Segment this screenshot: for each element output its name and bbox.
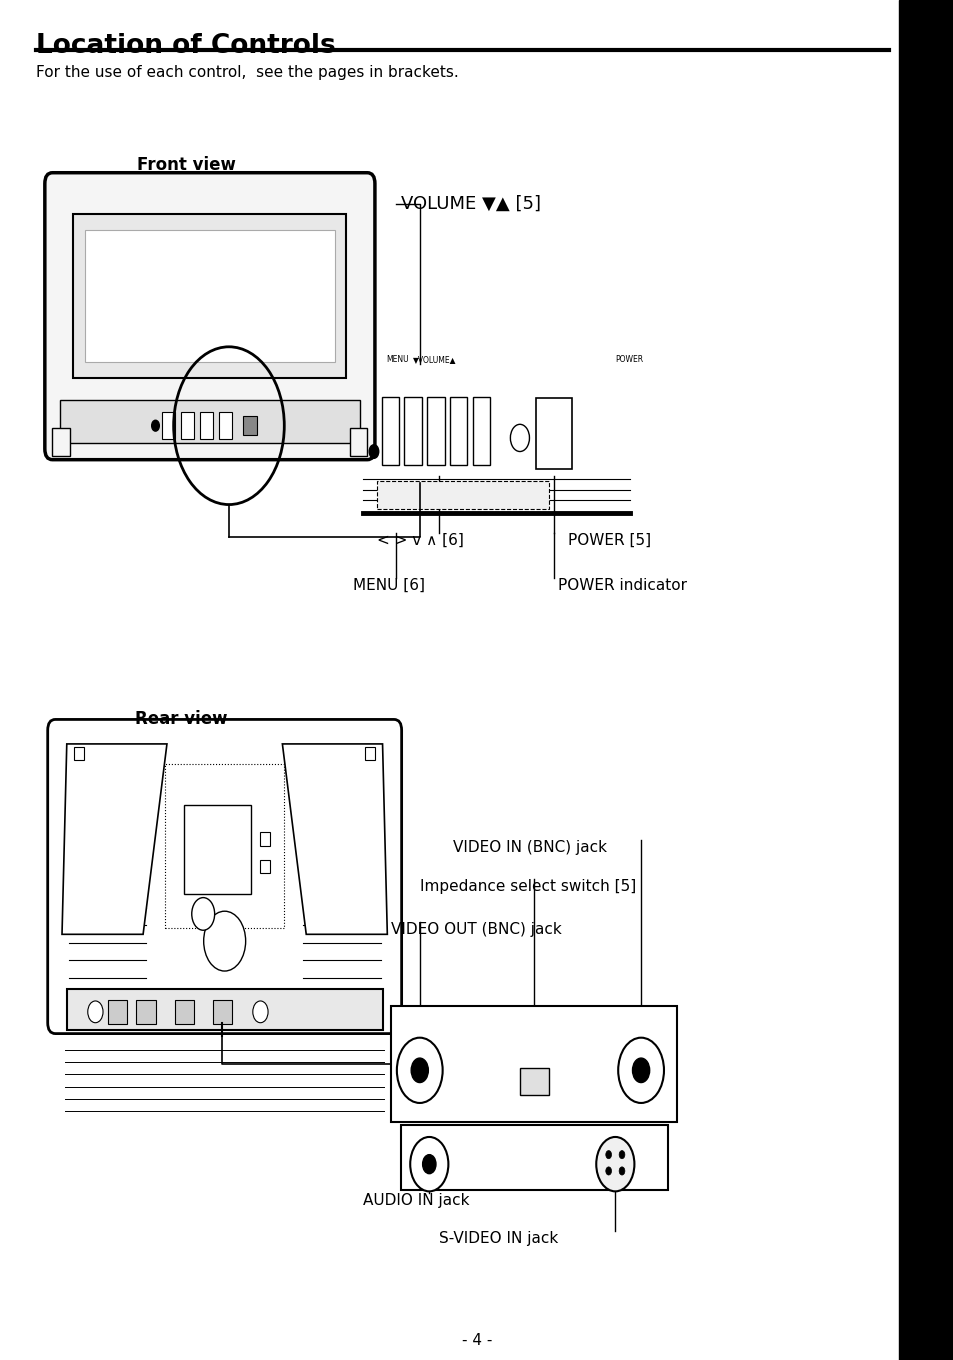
- Bar: [391, 1006, 677, 1122]
- Bar: [219, 412, 232, 439]
- Bar: [260, 860, 270, 873]
- Bar: [427, 397, 444, 465]
- Circle shape: [618, 1151, 624, 1159]
- Bar: [898, 0, 953, 1360]
- Text: Location of Controls: Location of Controls: [36, 33, 335, 58]
- Text: IN: IN: [634, 1013, 644, 1023]
- Bar: [108, 1000, 127, 1024]
- Circle shape: [192, 898, 214, 930]
- Bar: [350, 428, 367, 456]
- Bar: [136, 1000, 155, 1024]
- Bar: [85, 230, 335, 362]
- Bar: [450, 397, 467, 465]
- Text: < > v ∧ [6]: < > v ∧ [6]: [376, 533, 463, 548]
- Circle shape: [632, 1058, 649, 1083]
- FancyBboxPatch shape: [48, 719, 401, 1034]
- Circle shape: [605, 1151, 611, 1159]
- Bar: [400, 1125, 667, 1190]
- Bar: [162, 412, 174, 439]
- Circle shape: [510, 424, 529, 452]
- Bar: [376, 481, 548, 509]
- Bar: [404, 397, 421, 465]
- Circle shape: [88, 1001, 103, 1023]
- Bar: [381, 397, 398, 465]
- Circle shape: [204, 911, 246, 971]
- Polygon shape: [62, 744, 167, 934]
- Bar: [181, 412, 193, 439]
- Circle shape: [422, 1155, 436, 1174]
- Text: OUT: OUT: [398, 1013, 419, 1023]
- Circle shape: [369, 445, 378, 458]
- Text: AUDIO: AUDIO: [417, 1186, 440, 1191]
- Text: VIDEO: VIDEO: [521, 1031, 546, 1040]
- Bar: [184, 805, 251, 894]
- Circle shape: [396, 1038, 442, 1103]
- Text: VIDEO IN (BNC) jack: VIDEO IN (BNC) jack: [453, 840, 606, 855]
- Text: HIGH-75: HIGH-75: [517, 1013, 550, 1023]
- Text: Rear view: Rear view: [135, 710, 227, 728]
- Text: VIDEO OUT (BNC) jack: VIDEO OUT (BNC) jack: [391, 922, 561, 937]
- Bar: [473, 397, 490, 465]
- Text: S-VIDEO: S-VIDEO: [600, 1186, 629, 1191]
- Circle shape: [605, 1167, 611, 1175]
- Text: Front view: Front view: [136, 156, 235, 174]
- Polygon shape: [282, 744, 387, 934]
- Text: AUDIO IN jack: AUDIO IN jack: [362, 1193, 469, 1208]
- Text: MENU: MENU: [386, 355, 409, 364]
- Bar: [260, 832, 270, 846]
- Text: — IN: — IN: [403, 1129, 423, 1138]
- Text: POWER indicator: POWER indicator: [558, 578, 686, 593]
- Bar: [519, 1068, 548, 1095]
- Text: ▼VOLUME▲: ▼VOLUME▲: [413, 355, 456, 364]
- Circle shape: [410, 1137, 448, 1191]
- Circle shape: [152, 420, 159, 431]
- Bar: [67, 989, 382, 1030]
- FancyBboxPatch shape: [45, 173, 375, 460]
- Circle shape: [411, 1058, 428, 1083]
- Bar: [60, 400, 359, 443]
- Circle shape: [596, 1137, 634, 1191]
- Text: POWER: POWER: [615, 355, 642, 364]
- Bar: [165, 764, 284, 928]
- Bar: [174, 1000, 193, 1024]
- Text: For the use of each control,  see the pages in brackets.: For the use of each control, see the pag…: [36, 65, 458, 80]
- Bar: [200, 412, 213, 439]
- Circle shape: [618, 1038, 663, 1103]
- Text: Impedance select switch [5]: Impedance select switch [5]: [419, 879, 636, 894]
- Circle shape: [253, 1001, 268, 1023]
- Bar: [536, 398, 572, 469]
- Bar: [243, 416, 256, 435]
- Text: S-VIDEO IN jack: S-VIDEO IN jack: [438, 1231, 558, 1246]
- Bar: [52, 428, 70, 456]
- Bar: [213, 1000, 232, 1024]
- Bar: [365, 747, 375, 760]
- Circle shape: [618, 1167, 624, 1175]
- Bar: [74, 747, 84, 760]
- Bar: [73, 214, 346, 378]
- Text: POWER [5]: POWER [5]: [567, 533, 650, 548]
- Text: - 4 -: - 4 -: [461, 1333, 492, 1348]
- Text: VOLUME ▼▲ [5]: VOLUME ▼▲ [5]: [400, 194, 540, 214]
- Text: MENU [6]: MENU [6]: [353, 578, 424, 593]
